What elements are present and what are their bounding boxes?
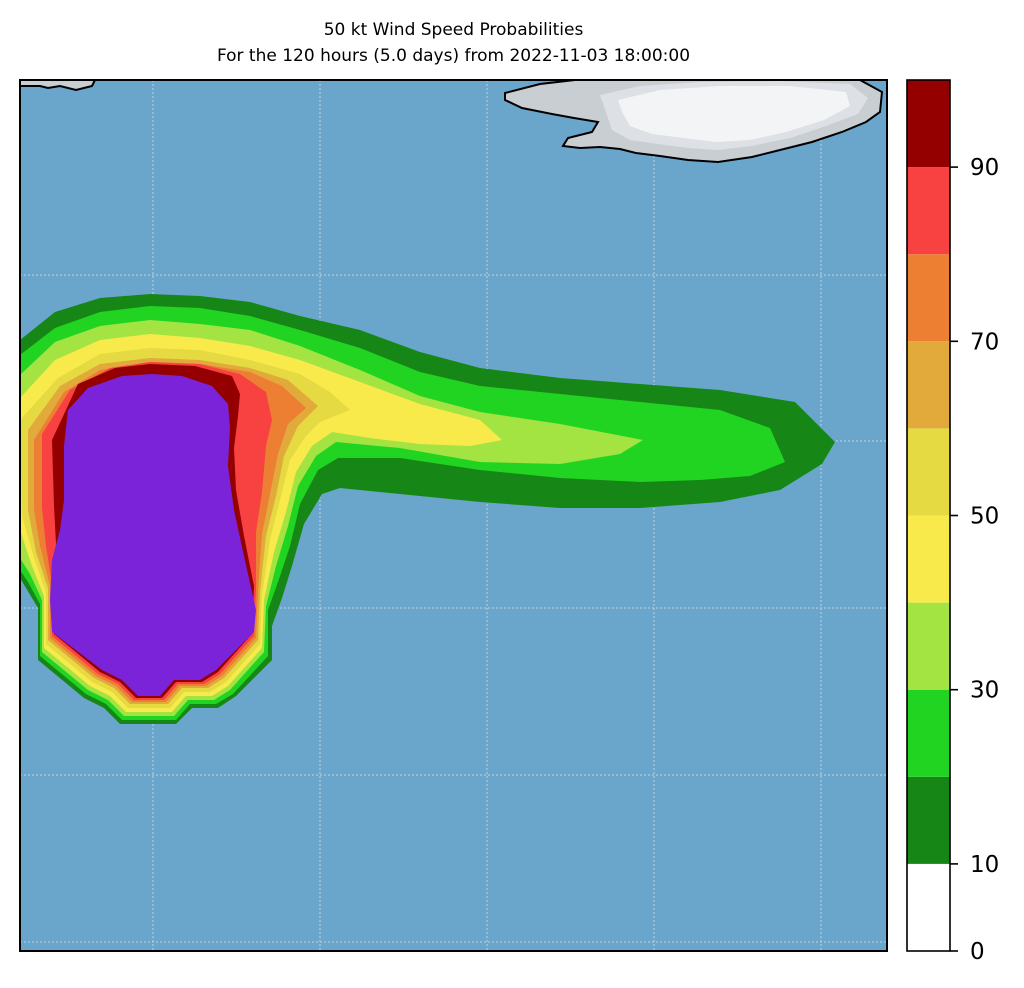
map-title: 50 kt Wind Speed Probabilities bbox=[323, 20, 584, 40]
colorbar-tick-label: 10 bbox=[970, 852, 999, 878]
probability-contours bbox=[20, 294, 835, 724]
colorbar-segment bbox=[907, 80, 950, 168]
colorbar-tick-label: 70 bbox=[970, 329, 999, 355]
colorbar-segment bbox=[907, 776, 950, 864]
colorbar-tick-label: 30 bbox=[970, 678, 999, 704]
colorbar-segment bbox=[907, 341, 950, 429]
colorbar-segment bbox=[907, 515, 950, 603]
colorbar-tick-label: 50 bbox=[970, 504, 999, 530]
colorbar-segment bbox=[907, 167, 950, 255]
colorbar-segment bbox=[907, 689, 950, 777]
map-subtitle: For the 120 hours (5.0 days) from 2022-1… bbox=[216, 46, 691, 66]
colorbar: 0 10 30 50 70 90 bbox=[906, 79, 999, 965]
colorbar-segment bbox=[907, 863, 950, 951]
colorbar-segment bbox=[907, 254, 950, 342]
colorbar-tick-label: 90 bbox=[970, 155, 999, 181]
colorbar-segment bbox=[907, 602, 950, 690]
colorbar-tick-label: 0 bbox=[970, 939, 985, 965]
contour-90-100 bbox=[50, 374, 256, 696]
iceland-landmass bbox=[20, 80, 884, 164]
map-frame bbox=[19, 79, 888, 952]
colorbar-segment bbox=[907, 428, 950, 516]
map-area bbox=[20, 80, 887, 951]
